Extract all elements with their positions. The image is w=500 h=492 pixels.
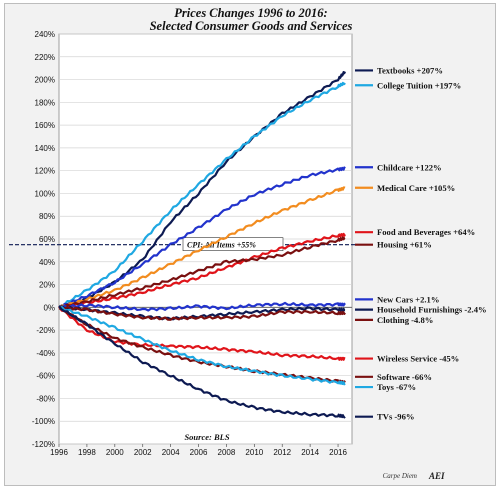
y-tick-label: -20%: [36, 326, 55, 335]
chart-subtitle: Selected Consumer Goods and Services: [150, 19, 353, 33]
x-tick-label: 2016: [329, 448, 347, 457]
series-label: Wireless Service -45%: [377, 354, 459, 364]
series-label: Medical Care +105%: [377, 183, 455, 193]
y-tick-label: 0%: [43, 303, 55, 312]
aei-logo: AEI: [428, 471, 445, 481]
series-label: Housing +61%: [377, 240, 432, 250]
series-label: Food and Beverages +64%: [377, 227, 475, 237]
chart-title: Prices Changes 1996 to 2016:: [174, 6, 327, 20]
series-line: [58, 305, 346, 419]
y-tick-label: 160%: [35, 121, 55, 130]
x-tick-label: 2010: [245, 448, 263, 457]
x-axis-ticks: 1996 1998 2000 2002 2004 2006 2008 2010 2012 2014…: [50, 444, 347, 457]
y-tick-label: 240%: [35, 30, 55, 39]
series-label: TVs -96%: [377, 412, 414, 422]
series-line: [58, 236, 346, 309]
series-lines: [58, 71, 347, 419]
line-chart: Prices Changes 1996 to 2016: Selected Co…: [9, 6, 487, 481]
y-tick-label: -120%: [32, 440, 55, 449]
y-tick-label: -80%: [36, 394, 55, 403]
x-tick-label: 1996: [50, 448, 68, 457]
y-tick-label: 60%: [39, 235, 55, 244]
series-line: [58, 81, 346, 308]
series-label: College Tuition +197%: [377, 80, 461, 90]
cpi-label: CPI: All Items +55%: [187, 241, 256, 250]
y-tick-label: 140%: [35, 144, 55, 153]
y-tick-label: 120%: [35, 167, 55, 176]
series-label: Textbooks +207%: [377, 65, 443, 75]
x-tick-label: 2014: [301, 448, 319, 457]
series-line: [58, 305, 346, 321]
y-tick-label: 40%: [39, 258, 55, 267]
y-tick-label: -100%: [32, 417, 55, 426]
series-labels: Textbooks +207% College Tuition +197% Chil…: [355, 65, 487, 422]
series-label: Toys -67%: [377, 382, 416, 392]
y-tick-label: 80%: [39, 212, 55, 221]
x-tick-label: 2002: [134, 448, 152, 457]
credit-text: Carpe Diem: [383, 472, 417, 480]
y-tick-label: 100%: [35, 189, 55, 198]
x-tick-label: 2004: [162, 448, 180, 457]
y-tick-label: 200%: [35, 76, 55, 85]
series-label: Software -66%: [377, 372, 432, 382]
series-line: [58, 186, 346, 310]
x-tick-label: 2006: [190, 448, 208, 457]
series-label: Household Furnishings -2.4%: [377, 305, 487, 315]
x-tick-label: 2000: [106, 448, 124, 457]
series-label: Clothing -4.8%: [377, 315, 433, 325]
series-line: [58, 232, 346, 309]
series-label: New Cars +2.1%: [377, 294, 439, 304]
chart-frame: Prices Changes 1996 to 2016: Selected Co…: [4, 3, 496, 486]
series-line: [58, 166, 346, 309]
series-line: [58, 306, 346, 386]
y-tick-label: 220%: [35, 53, 55, 62]
y-tick-label: 180%: [35, 98, 55, 107]
x-tick-label: 1998: [78, 448, 96, 457]
x-tick-label: 2008: [218, 448, 236, 457]
x-tick-label: 2012: [273, 448, 291, 457]
y-tick-label: 20%: [39, 281, 55, 290]
y-tick-label: -60%: [36, 372, 55, 381]
y-tick-label: -40%: [36, 349, 55, 358]
source-note: Source: BLS: [184, 432, 229, 442]
series-label: Childcare +122%: [377, 162, 442, 172]
series-line: [58, 301, 346, 312]
y-axis-ticks: 240% 220% 200% 180% 160% 140% 120% 100% 80% 60% 40…: [32, 30, 55, 449]
